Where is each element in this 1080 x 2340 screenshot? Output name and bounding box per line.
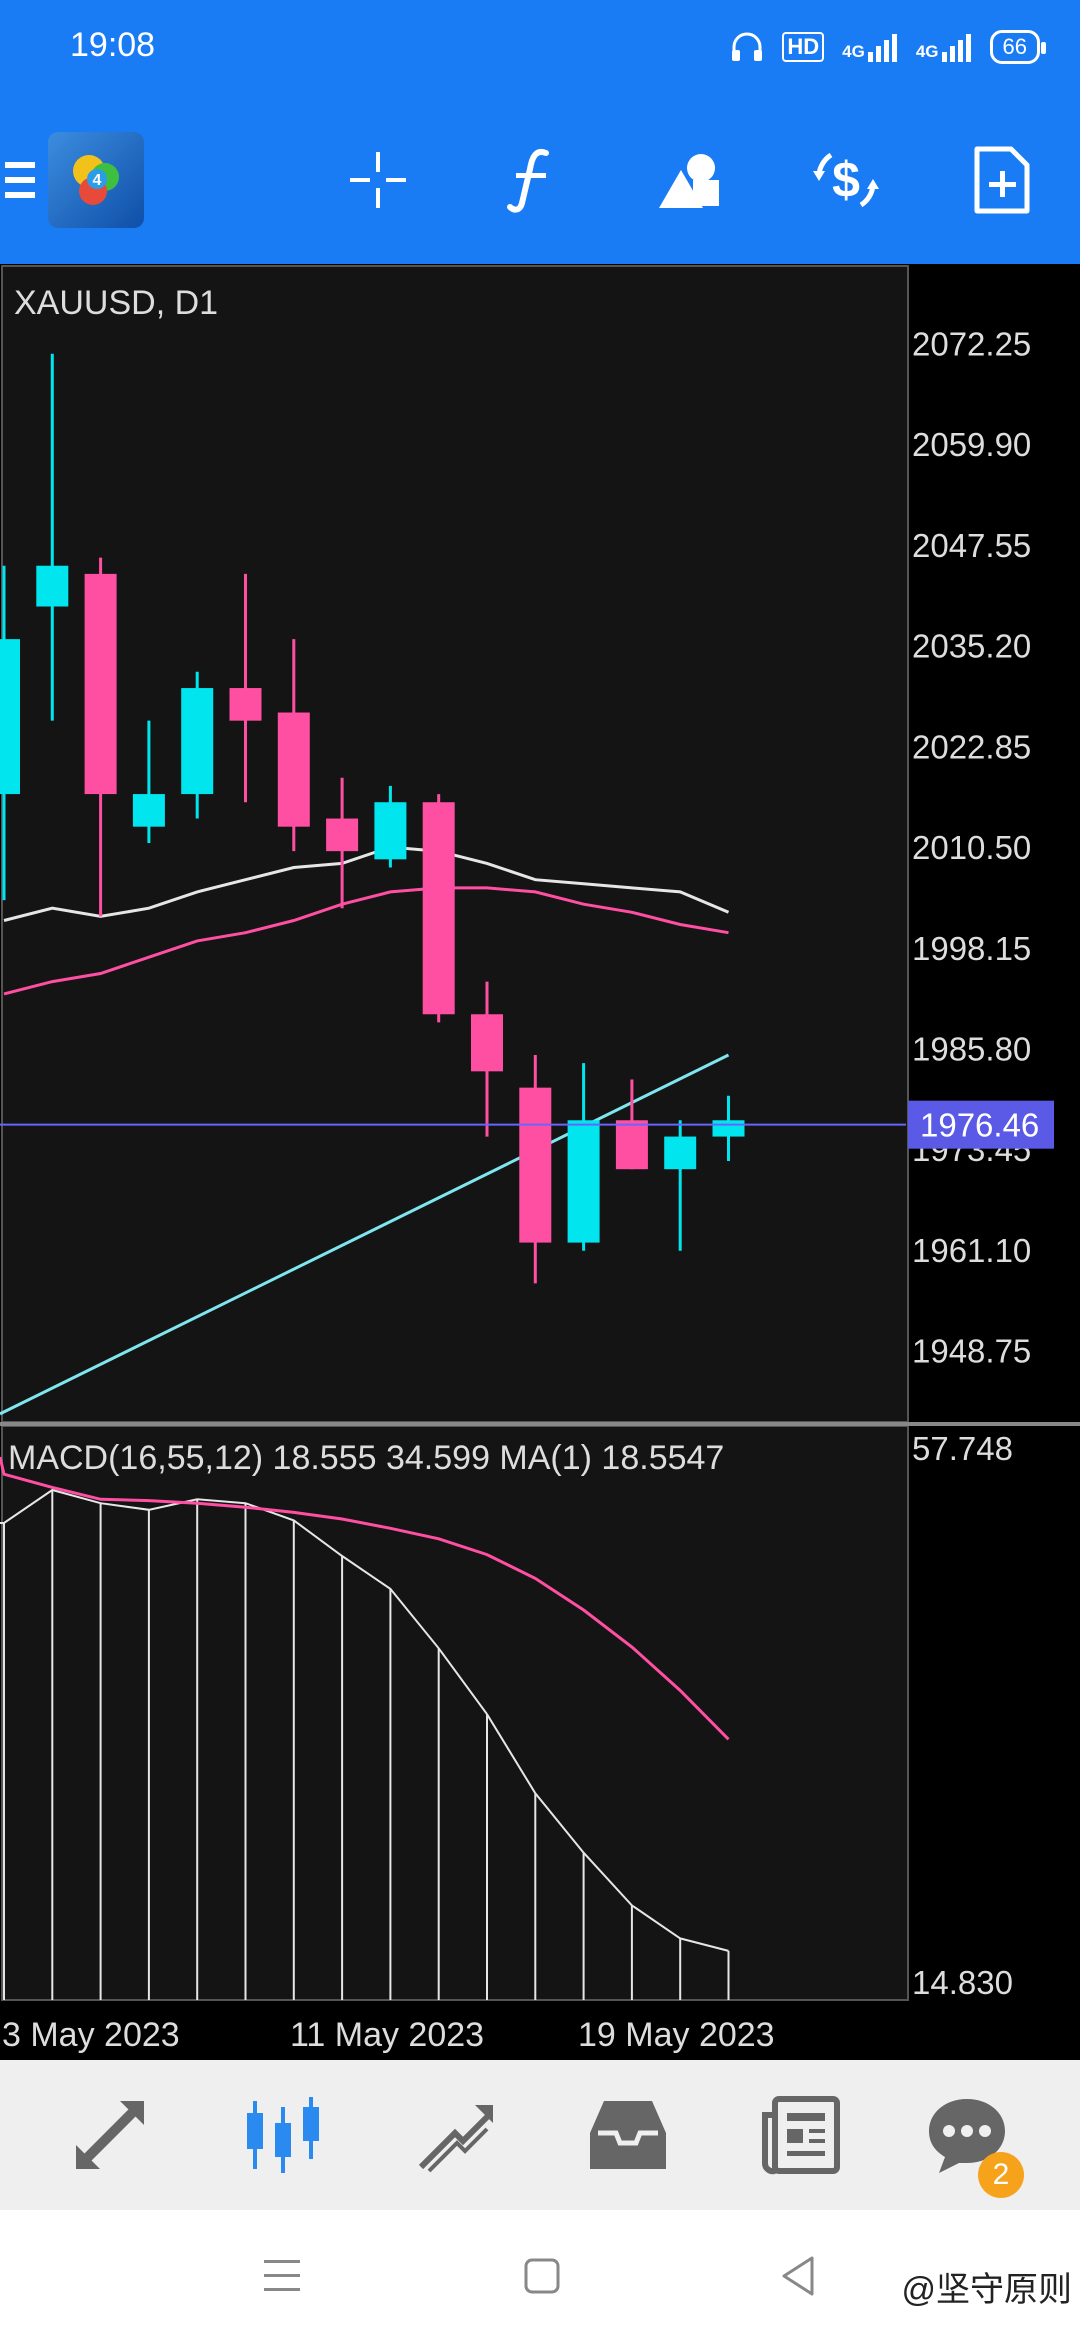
candle-body [712,1120,745,1137]
hd-icon: HD [782,32,825,62]
current-price-text: 1976.46 [920,1107,1039,1144]
candle-body [84,573,117,795]
nav-chat[interactable]: 2 [912,2080,1024,2198]
current-price-tag [908,1100,1054,1149]
home-button[interactable] [522,2256,562,2296]
status-bar: 19:08 HD 4G 4G 66 [0,0,1080,96]
candles [0,353,745,1284]
price-level-label: 1998.15 [912,930,1031,967]
macd-histogram-outline [0,1488,729,1952]
candle-body [0,639,20,795]
macd-indicator [0,1456,730,2000]
ma-pink-line [3,886,729,996]
price-level-label: 2059.90 [912,426,1031,463]
candle-body [664,1136,697,1170]
price-level-label: 1961.10 [912,1232,1031,1269]
quotes-icon [76,2101,144,2169]
nav-history[interactable] [573,2080,683,2190]
candle-body [374,802,407,860]
nav-news[interactable] [746,2080,856,2190]
objects-button[interactable] [650,140,730,220]
crosshair-icon [350,152,406,208]
status-time: 19:08 [70,26,156,64]
back-triangle-icon [782,2256,814,2296]
candle-body [277,712,310,827]
candle-body [567,1120,600,1243]
chat-badge: 2 [978,2152,1024,2198]
chat-icon [929,2099,1005,2173]
macd-level-bottom: 14.830 [912,1964,1013,2001]
price-level-label: 2010.50 [912,829,1031,866]
bottom-navigation: 2 [0,2060,1080,2210]
home-square-icon [524,2258,560,2294]
price-level-label: 1985.80 [912,1031,1031,1068]
objects-icon [659,154,719,208]
toolbar: 4 $ [0,96,1080,264]
nav-chart[interactable] [228,2080,338,2190]
price-level-label: 2022.85 [912,728,1031,765]
price-level-label: 2072.25 [912,326,1031,363]
candle-body [422,802,455,1015]
candle-body [615,1120,648,1170]
battery-indicator: 66 [989,30,1047,64]
status-icons: HD 4G 4G 66 [730,22,1047,72]
price-level-label: 2035.20 [912,628,1031,665]
candle-body [132,794,165,827]
signal-4g-1-icon: 4G [842,32,898,62]
macd-label: MACD(16,55,12) 18.555 34.599 MA(1) 18.55… [8,1439,724,1477]
crosshair-button[interactable] [338,140,418,220]
svg-text:$: $ [832,152,860,208]
recents-button[interactable] [262,2256,302,2296]
new-order-button[interactable] [962,140,1042,220]
macd-panel [1,1425,909,2001]
ma-cyan-line [0,1053,730,1416]
indicators-icon [507,149,549,213]
candle-body [36,565,69,607]
macd-level-top: 57.748 [912,1430,1013,1467]
candle-body [326,818,359,852]
ma-white-line [3,845,730,922]
history-icon [590,2101,666,2169]
hamburger-icon [5,162,35,198]
candle-body [471,1014,503,1072]
indicators-button[interactable] [492,140,572,220]
svg-text:4: 4 [93,172,102,189]
date-label-2: 11 May 2023 [290,2016,484,2054]
news-icon [762,2096,840,2175]
price-level-label: 1948.75 [912,1333,1031,1370]
date-label-3: 19 May 2023 [578,2016,775,2054]
macd-signal-line [0,1456,730,1741]
candle-body [181,688,214,795]
menu-lines-icon [264,2260,300,2291]
signal-4g-2-icon: 4G [916,32,972,62]
metatrader-logo-icon: 4 [73,155,119,205]
date-label-1: 3 May 2023 [2,2016,180,2054]
candle-body [229,688,262,721]
system-navigation-bar: @坚守原则 [0,2210,1080,2340]
headphones-icon [732,32,763,61]
moving-averages [0,845,730,1416]
new-order-icon [974,146,1030,214]
metatrader-logo[interactable]: 4 [48,132,144,228]
nav-quotes[interactable] [55,2080,165,2190]
chart-area[interactable]: 2072.25 2059.90 2047.55 2035.20 2022.85 2010.… [0,264,1080,2060]
candle-body [519,1087,552,1243]
trade-icon: $ [813,152,879,208]
trade-button[interactable]: $ [806,140,886,220]
watermark-text: @坚守原则 [901,2271,1072,2309]
nav-trade[interactable] [400,2080,510,2190]
price-axis: 2072.25 2059.90 2047.55 2035.20 2022.85 2010.… [912,326,1031,1370]
chart-icon [247,2097,319,2173]
symbol-label: XAUUSD, D1 [14,284,218,322]
trade-icon [418,2105,493,2173]
price-level-label: 2047.55 [912,527,1031,564]
price-chart[interactable]: 2072.25 2059.90 2047.55 2035.20 2022.85 2010.… [0,264,1080,2060]
main-chart-panel [1,265,909,1423]
back-button[interactable] [778,2254,818,2298]
menu-button[interactable] [0,140,40,220]
